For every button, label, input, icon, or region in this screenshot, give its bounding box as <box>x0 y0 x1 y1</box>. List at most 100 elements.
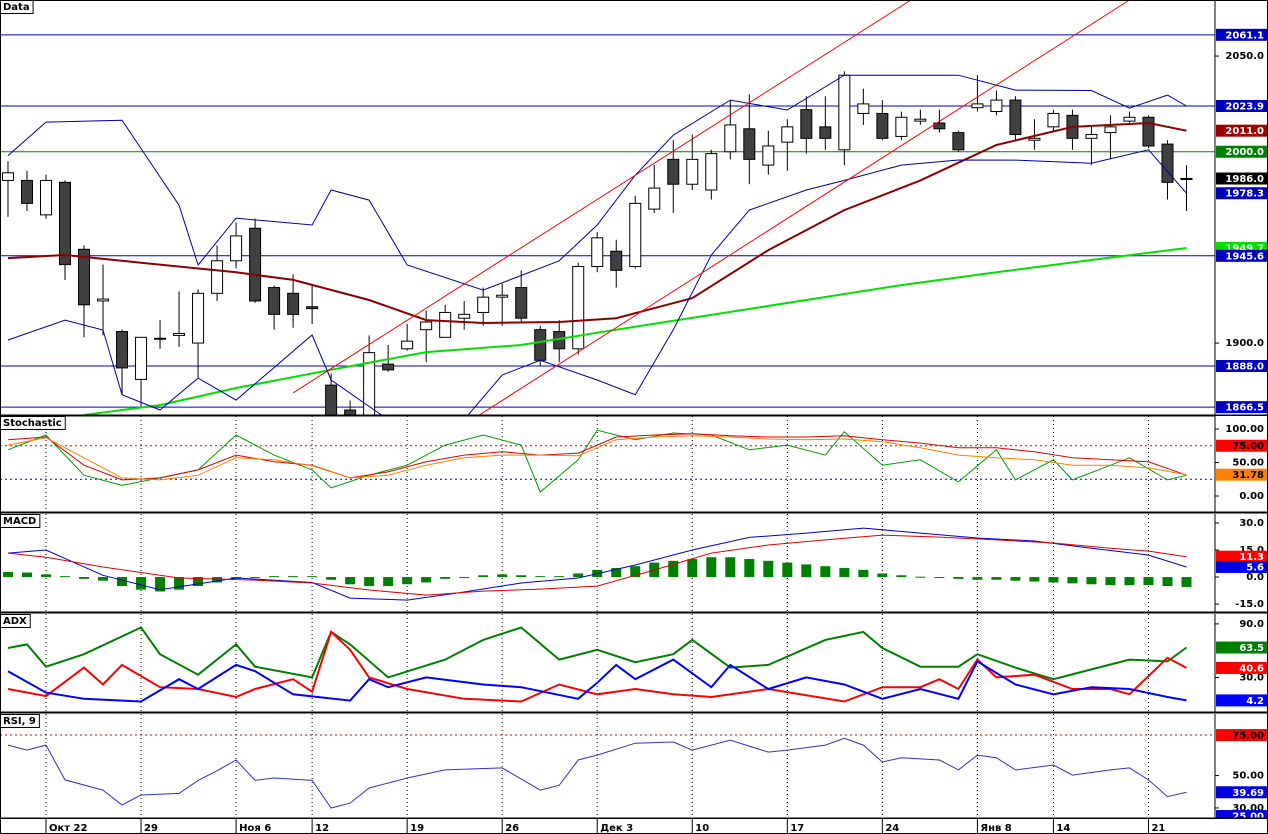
x-tick-label: 29 <box>144 823 158 834</box>
x-tick-label: Ноя 6 <box>239 823 271 834</box>
histogram-bar <box>858 569 869 578</box>
histogram-bar <box>706 557 717 578</box>
y-tick-label: 50.00 <box>1232 457 1264 468</box>
histogram-bar <box>250 577 261 579</box>
indicator-line <box>7 658 1187 703</box>
price-marker <box>1216 694 1267 707</box>
x-tick-label: Окт 22 <box>49 823 88 834</box>
histogram-bar <box>896 575 907 578</box>
price-marker-label: 25.00 <box>1232 812 1264 823</box>
candle-body <box>306 306 319 310</box>
candle-body <box>990 99 1003 113</box>
x-tick-label: 14 <box>1056 823 1070 834</box>
x-tick-label: Дек 3 <box>600 823 633 834</box>
histogram-bar <box>744 559 755 578</box>
x-tick-label: 26 <box>505 823 519 834</box>
panel <box>2 514 1192 612</box>
price-marker-label: 1888.0 <box>1225 362 1264 373</box>
y-tick-label: 0.00 <box>1239 491 1264 502</box>
price-marker-label: 1866.5 <box>1225 403 1264 414</box>
candle-body <box>173 332 186 336</box>
price-marker-label: 1978.3 <box>1225 189 1264 200</box>
axis-bg <box>1215 0 1268 415</box>
candle-body <box>591 237 604 268</box>
histogram-bar <box>1162 577 1173 587</box>
panel-title: RSI, 9 <box>3 716 36 727</box>
indicator-line <box>7 74 1187 291</box>
indicator-line <box>7 435 1187 481</box>
histogram-bar <box>212 577 223 583</box>
price-marker <box>1216 99 1267 112</box>
price-marker-label: 1986.0 <box>1225 174 1264 185</box>
candle-body <box>743 128 756 160</box>
histogram-bar <box>478 575 489 578</box>
candle-body <box>819 126 832 139</box>
histogram-bar <box>611 568 622 578</box>
indicator-line <box>7 737 1187 809</box>
axis-bg <box>1215 416 1268 512</box>
price-marker-label: 1949.7 <box>1225 243 1264 254</box>
candle-body <box>686 158 699 185</box>
histogram-bar <box>440 577 451 579</box>
histogram-bar <box>782 562 793 578</box>
candle-body <box>401 340 414 350</box>
histogram-bar <box>820 566 831 578</box>
histogram-bar <box>459 577 470 579</box>
candle-body <box>971 103 984 109</box>
histogram-bar <box>915 576 926 578</box>
candle-body <box>268 287 281 315</box>
price-marker <box>1216 729 1267 742</box>
candle-body <box>1180 178 1193 181</box>
histogram-bar <box>383 577 394 587</box>
candle-body <box>230 235 243 262</box>
candle-body <box>287 292 300 315</box>
candle-body <box>154 337 167 340</box>
candle-body <box>135 336 148 380</box>
indicator-line <box>7 433 1187 481</box>
histogram-bar <box>934 577 945 579</box>
candle-body <box>876 112 889 139</box>
histogram-bar <box>364 577 375 587</box>
histogram-bar <box>763 560 774 578</box>
histogram-bar <box>1048 577 1059 583</box>
price-marker-label: 1945.6 <box>1225 251 1264 262</box>
candle-body <box>1161 143 1174 183</box>
candle-body <box>534 329 547 361</box>
price-marker <box>1216 28 1267 41</box>
candle-body <box>952 132 965 151</box>
y-tick-label: 15.0 <box>1239 545 1264 556</box>
histogram-bar <box>1010 577 1021 581</box>
histogram-bar <box>801 564 812 578</box>
panel <box>0 416 1215 512</box>
histogram-bar <box>535 576 546 578</box>
candle-body <box>59 181 72 266</box>
candle-body <box>1142 116 1155 147</box>
histogram-bar <box>40 574 51 578</box>
histogram-bar <box>953 577 964 579</box>
histogram-bar <box>193 577 204 587</box>
price-marker <box>1216 249 1267 262</box>
price-marker-label: 63.5 <box>1239 643 1264 654</box>
candle-body <box>1047 112 1060 128</box>
indicator-line <box>7 121 1187 325</box>
histogram-bar <box>1143 577 1154 586</box>
candle-body <box>705 153 718 191</box>
price-marker <box>1216 661 1267 674</box>
candle-body <box>344 409 357 415</box>
histogram-bar <box>554 576 565 578</box>
histogram-bar <box>1124 577 1135 586</box>
panel-title: MACD <box>3 516 36 527</box>
candle-body <box>211 260 224 294</box>
candle-body <box>724 124 737 153</box>
price-marker <box>1216 172 1267 185</box>
panel-title: Stochastic <box>3 418 62 429</box>
histogram-bar <box>839 568 850 578</box>
histogram-bar <box>516 575 527 578</box>
price-marker-label: 5.6 <box>1246 562 1264 573</box>
histogram-bar <box>345 577 356 585</box>
histogram-bar <box>687 559 698 578</box>
histogram-bar <box>79 577 90 579</box>
panel <box>0 714 1215 818</box>
candle-body <box>116 331 129 369</box>
candle-body <box>781 126 794 143</box>
